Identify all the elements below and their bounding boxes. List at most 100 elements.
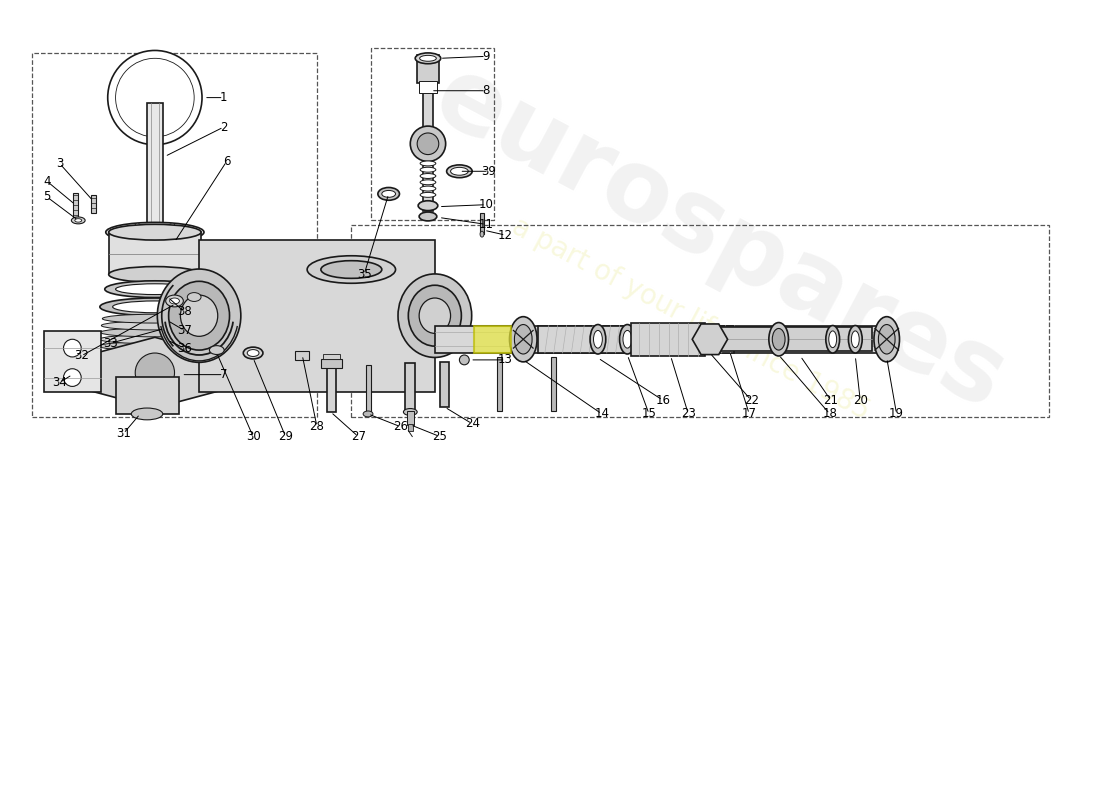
Text: 38: 38 — [177, 306, 191, 318]
Ellipse shape — [378, 187, 399, 200]
Bar — [419, 81, 437, 93]
Text: 16: 16 — [656, 394, 670, 406]
Text: 21: 21 — [823, 394, 838, 406]
Bar — [199, 240, 434, 392]
Ellipse shape — [594, 330, 603, 348]
Bar — [719, 327, 872, 351]
Text: 3: 3 — [56, 157, 64, 170]
Bar — [631, 322, 705, 356]
Ellipse shape — [72, 217, 85, 224]
Text: 13: 13 — [498, 354, 513, 366]
Circle shape — [134, 235, 141, 241]
Bar — [440, 362, 449, 407]
Ellipse shape — [398, 274, 472, 358]
Bar — [480, 213, 484, 234]
Circle shape — [169, 223, 175, 229]
Text: 32: 32 — [74, 350, 89, 362]
Polygon shape — [88, 338, 221, 408]
Text: 18: 18 — [823, 407, 837, 421]
Text: 20: 20 — [852, 394, 868, 406]
Bar — [44, 331, 101, 392]
Text: 37: 37 — [177, 324, 191, 337]
Circle shape — [460, 355, 470, 365]
Ellipse shape — [447, 165, 472, 178]
Ellipse shape — [828, 331, 837, 348]
Bar — [321, 359, 341, 368]
Bar — [474, 326, 512, 353]
Ellipse shape — [420, 161, 436, 166]
Polygon shape — [692, 324, 727, 354]
Text: eurospares: eurospares — [418, 49, 1022, 431]
Ellipse shape — [116, 284, 195, 294]
Ellipse shape — [169, 298, 179, 304]
Ellipse shape — [879, 325, 895, 354]
Ellipse shape — [109, 224, 201, 240]
Text: 26: 26 — [393, 420, 408, 434]
Bar — [366, 365, 371, 414]
Text: 1: 1 — [220, 91, 228, 104]
Ellipse shape — [420, 167, 436, 172]
Ellipse shape — [515, 325, 532, 354]
Bar — [551, 357, 556, 411]
Text: 6: 6 — [223, 155, 230, 168]
Ellipse shape — [480, 231, 484, 237]
Ellipse shape — [100, 298, 210, 316]
Text: 11: 11 — [478, 218, 494, 231]
Ellipse shape — [102, 314, 208, 323]
Text: 15: 15 — [641, 407, 657, 421]
Ellipse shape — [420, 193, 436, 198]
Bar — [147, 102, 163, 226]
Circle shape — [64, 369, 81, 386]
Ellipse shape — [509, 317, 537, 362]
Ellipse shape — [404, 409, 417, 415]
Text: 29: 29 — [278, 430, 293, 443]
Bar — [109, 232, 201, 274]
Ellipse shape — [180, 295, 218, 336]
Text: 23: 23 — [681, 407, 695, 421]
Ellipse shape — [418, 201, 438, 210]
Bar — [74, 193, 78, 218]
Text: 4: 4 — [43, 174, 51, 188]
Ellipse shape — [772, 329, 785, 350]
Ellipse shape — [851, 331, 859, 348]
Ellipse shape — [619, 325, 635, 354]
Text: 5: 5 — [43, 190, 51, 203]
Bar — [371, 49, 494, 221]
Text: 27: 27 — [351, 430, 365, 443]
Text: a part of your life since 1985: a part of your life since 1985 — [506, 212, 874, 425]
Bar — [538, 326, 735, 353]
Ellipse shape — [419, 298, 451, 334]
Ellipse shape — [166, 295, 184, 307]
Ellipse shape — [109, 266, 201, 282]
Text: 2: 2 — [220, 121, 228, 134]
Ellipse shape — [363, 411, 373, 417]
Text: 14: 14 — [594, 407, 609, 421]
Text: 39: 39 — [482, 165, 496, 178]
Ellipse shape — [874, 317, 900, 362]
Ellipse shape — [769, 322, 789, 356]
Bar — [424, 73, 433, 210]
Ellipse shape — [382, 190, 396, 198]
Text: 19: 19 — [889, 407, 904, 421]
Circle shape — [135, 353, 175, 392]
Circle shape — [108, 50, 202, 145]
Text: 36: 36 — [177, 342, 191, 354]
Bar — [351, 226, 1048, 417]
Ellipse shape — [101, 321, 208, 330]
Bar — [497, 357, 502, 411]
Bar — [91, 195, 96, 213]
Ellipse shape — [826, 326, 839, 353]
Text: 30: 30 — [245, 430, 261, 443]
Circle shape — [186, 230, 192, 235]
Text: 35: 35 — [356, 268, 372, 281]
Circle shape — [64, 339, 81, 357]
Ellipse shape — [99, 335, 210, 344]
Bar — [407, 411, 415, 425]
Ellipse shape — [420, 174, 436, 178]
Circle shape — [417, 133, 439, 154]
Ellipse shape — [590, 325, 606, 354]
Ellipse shape — [187, 293, 201, 302]
Text: 17: 17 — [741, 407, 757, 421]
Circle shape — [134, 223, 141, 229]
Circle shape — [410, 126, 446, 162]
